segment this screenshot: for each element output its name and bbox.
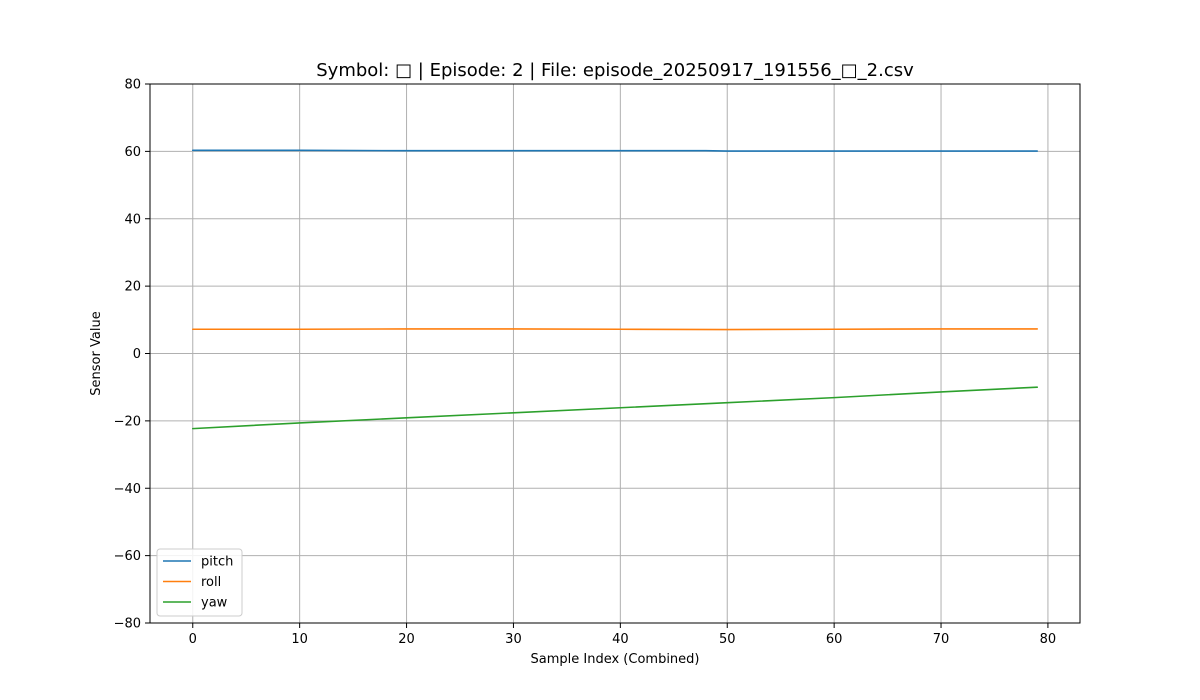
y-tick-label: −20: [114, 414, 141, 429]
y-tick-label: −80: [114, 617, 141, 632]
x-tick-label: 60: [826, 632, 843, 647]
x-tick-label: 70: [933, 632, 950, 647]
legend-box: [156, 548, 243, 617]
y-tick-label: −60: [114, 549, 141, 564]
y-tick-label: 20: [124, 280, 141, 295]
legend: pitch roll yaw: [156, 548, 243, 617]
legend-label-yaw: yaw: [201, 596, 228, 611]
y-tick-label: 0: [133, 347, 141, 362]
grid: [150, 83, 1080, 624]
y-tick-label: 80: [124, 78, 141, 93]
x-tick-label: 0: [189, 632, 197, 647]
series-line-pitch: [191, 149, 1039, 152]
x-tick-label: 40: [612, 632, 629, 647]
y-tick-label: 60: [124, 145, 141, 160]
series-line-yaw: [191, 386, 1039, 430]
series-lines: [191, 149, 1039, 430]
chart-title: Symbol: □ | Episode: 2 | File: episode_2…: [316, 60, 914, 81]
x-axis-label: Sample Index (Combined): [531, 652, 700, 667]
y-tick-label: 40: [124, 212, 141, 227]
axis-ticks: 0 10 20 30 40 50 60 70 80 −80 −60 −40 −20 0 20 40 60 80: [114, 78, 1057, 648]
legend-label-roll: roll: [201, 575, 221, 590]
x-tick-label: 10: [291, 632, 308, 647]
y-tick-label: −40: [114, 482, 141, 497]
series-line-roll: [191, 328, 1039, 331]
x-tick-label: 30: [505, 632, 522, 647]
x-tick-label: 50: [719, 632, 736, 647]
legend-label-pitch: pitch: [201, 555, 233, 570]
x-tick-label: 20: [398, 632, 415, 647]
y-axis-label: Sensor Value: [89, 311, 104, 395]
x-tick-label: 80: [1040, 632, 1057, 647]
